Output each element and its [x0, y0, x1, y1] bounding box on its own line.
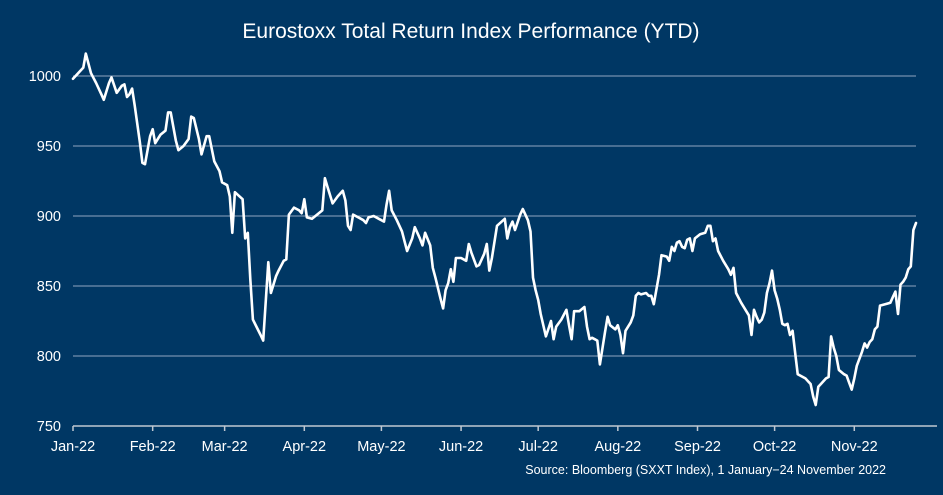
x-tick-label: Aug-22	[594, 439, 641, 455]
y-axis-ticks: 750 800 850 900 950 1000	[29, 69, 61, 435]
chart-title: Eurostoxx Total Return Index Performance…	[242, 20, 699, 43]
y-tick-label: 800	[37, 349, 61, 365]
y-tick-label: 950	[37, 139, 61, 155]
x-tick-label: Apr-22	[283, 439, 327, 455]
x-tick-label: Nov-22	[831, 439, 878, 455]
y-tick-label: 850	[37, 279, 61, 295]
y-tick-label: 900	[37, 209, 61, 225]
x-tick-label: Feb-22	[130, 439, 176, 455]
x-tick-label: Oct-22	[753, 439, 797, 455]
x-tick-label: Sep-22	[674, 439, 721, 455]
x-tick-label: May-22	[357, 439, 405, 455]
y-tick-label: 1000	[29, 69, 61, 85]
x-tick-label: Jun-22	[439, 439, 483, 455]
x-tick-label: Mar-22	[202, 439, 248, 455]
x-tick-label: Jul-22	[518, 439, 558, 455]
x-tick-label: Jan-22	[51, 439, 95, 455]
series-line	[71, 52, 918, 407]
series-line-group	[71, 52, 918, 407]
x-axis: Jan-22 Feb-22 Mar-22 Apr-22 May-22 Jun-22 Jul-…	[51, 425, 937, 455]
source-note: Source: Bloomberg (SXXT Index), 1 Januar…	[525, 463, 886, 477]
y-tick-label: 750	[37, 419, 61, 435]
gridlines	[73, 75, 916, 357]
